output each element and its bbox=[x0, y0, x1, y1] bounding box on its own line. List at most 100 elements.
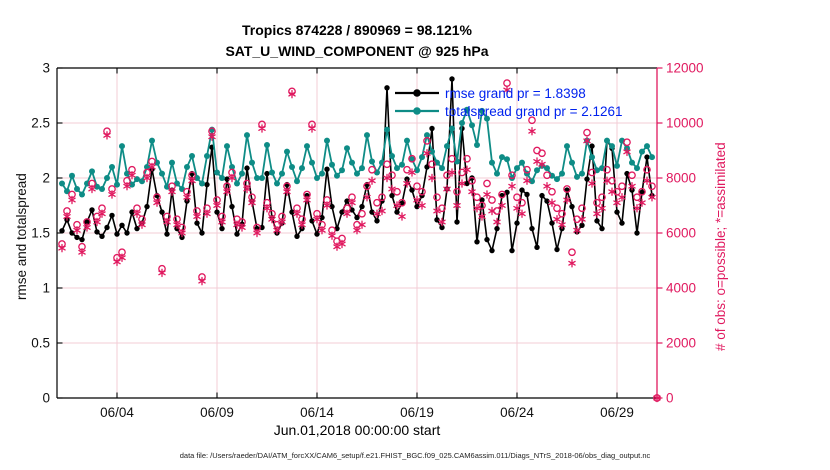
totalspread-marker bbox=[184, 164, 190, 170]
assimilated-star-marker bbox=[603, 176, 611, 185]
possible-circle-marker bbox=[448, 154, 456, 163]
totalspread-marker bbox=[394, 165, 400, 172]
rmse-marker bbox=[204, 181, 210, 188]
totalspread-marker bbox=[279, 170, 285, 177]
possible-circle-marker bbox=[438, 204, 446, 213]
assimilated-star-marker bbox=[213, 201, 221, 210]
assimilated-star-marker bbox=[78, 248, 86, 257]
totalspread-marker bbox=[89, 168, 95, 175]
assimilated-star-marker bbox=[608, 187, 616, 196]
totalspread-marker bbox=[319, 170, 325, 177]
rmse-marker bbox=[114, 231, 120, 237]
totalspread-marker bbox=[59, 180, 65, 187]
rmse-marker bbox=[404, 176, 410, 182]
totalspread-marker bbox=[234, 180, 240, 187]
rmse-marker bbox=[344, 198, 350, 204]
assimilated-star-marker bbox=[418, 201, 426, 210]
rmse-marker bbox=[484, 236, 490, 243]
assimilated-star-marker bbox=[298, 220, 306, 229]
totalspread-marker bbox=[294, 178, 300, 185]
rmse-marker bbox=[99, 233, 105, 239]
legend-label-totalspread: totalspread grand pr = 2.1261 bbox=[445, 103, 623, 119]
rmse-marker bbox=[134, 225, 140, 232]
x-tick-label: 06/14 bbox=[300, 405, 334, 420]
rmse-marker bbox=[539, 192, 545, 199]
rmse-marker bbox=[109, 212, 115, 219]
assimilated-star-marker bbox=[343, 209, 351, 218]
possible-circle-marker bbox=[393, 187, 401, 196]
rmse-marker bbox=[89, 207, 95, 213]
totalspread-marker bbox=[559, 170, 565, 177]
assimilated-star-marker bbox=[83, 223, 91, 232]
rmse-marker bbox=[414, 203, 420, 210]
totalspread-marker bbox=[579, 170, 585, 177]
assimilated-star-marker bbox=[163, 217, 171, 227]
possible-circle-marker bbox=[433, 193, 441, 202]
rmse-marker bbox=[614, 209, 620, 215]
possible-circle-marker bbox=[568, 248, 576, 257]
totalspread-marker bbox=[494, 170, 500, 177]
possible-circle-marker bbox=[398, 198, 406, 207]
possible-circle-marker bbox=[548, 187, 556, 196]
totalspread-marker bbox=[329, 161, 335, 168]
totalspread-marker bbox=[134, 176, 140, 183]
totalspread-marker bbox=[309, 159, 315, 166]
x-tick-label: 06/24 bbox=[500, 405, 534, 420]
possible-circle-marker bbox=[493, 207, 501, 215]
assimilated-star-marker bbox=[243, 184, 251, 194]
assimilated-star-marker bbox=[588, 179, 596, 188]
totalspread-marker bbox=[334, 172, 340, 179]
assimilated-star-marker bbox=[578, 215, 586, 224]
assimilated-star-marker bbox=[548, 198, 556, 207]
rmse-marker bbox=[309, 218, 315, 224]
assimilated-star-marker bbox=[398, 212, 406, 221]
assimilated-star-marker bbox=[488, 206, 496, 216]
rmse-marker bbox=[199, 230, 205, 236]
totalspread-marker bbox=[199, 180, 205, 187]
totalspread-marker bbox=[124, 170, 130, 177]
x-tick-label: 06/29 bbox=[600, 405, 634, 420]
rmse-marker bbox=[79, 236, 85, 243]
totalspread-marker bbox=[349, 159, 355, 166]
assimilated-star-marker bbox=[193, 212, 201, 221]
totalspread-marker bbox=[214, 169, 220, 176]
totalspread-marker bbox=[259, 175, 265, 181]
rmse-marker bbox=[179, 234, 185, 241]
rmse-marker bbox=[339, 209, 345, 215]
rmse-marker bbox=[314, 231, 320, 237]
rmse-marker bbox=[319, 214, 325, 221]
totalspread-line-swatch bbox=[395, 107, 439, 115]
totalspread-marker bbox=[439, 165, 445, 172]
possible-circle-marker bbox=[543, 171, 551, 180]
totalspread-marker bbox=[289, 164, 295, 170]
assimilated-star-marker bbox=[618, 193, 626, 202]
assimilated-star-marker bbox=[448, 168, 456, 177]
assimilated-star-marker bbox=[383, 173, 391, 183]
possible-circle-marker bbox=[618, 182, 626, 191]
assimilated-star-marker bbox=[438, 217, 446, 227]
assimilated-star-marker bbox=[263, 204, 271, 213]
assimilated-star-marker bbox=[348, 198, 356, 207]
totalspread-marker bbox=[609, 143, 615, 150]
assimilated-star-marker bbox=[433, 206, 441, 216]
rmse-marker bbox=[524, 191, 530, 198]
totalspread-marker bbox=[399, 161, 405, 168]
assimilated-star-marker bbox=[498, 201, 506, 210]
possible-circle-marker bbox=[468, 176, 476, 185]
possible-circle-marker bbox=[458, 168, 466, 177]
assimilated-star-marker bbox=[648, 193, 656, 202]
totalspread-marker bbox=[159, 170, 165, 177]
totalspread-marker bbox=[354, 170, 360, 177]
rmse-marker bbox=[119, 222, 125, 228]
assimilated-star-marker bbox=[268, 215, 276, 224]
assimilated-star-marker bbox=[503, 85, 511, 95]
assimilated-star-marker bbox=[518, 209, 526, 218]
assimilated-star-marker bbox=[278, 217, 286, 227]
totalspread-marker bbox=[344, 145, 350, 152]
assimilated-star-marker bbox=[543, 181, 551, 191]
rmse-marker bbox=[554, 246, 560, 253]
assimilated-star-marker bbox=[593, 209, 601, 218]
rmse-marker bbox=[639, 189, 645, 195]
assimilated-star-marker bbox=[108, 190, 116, 199]
totalspread-marker bbox=[499, 154, 505, 161]
